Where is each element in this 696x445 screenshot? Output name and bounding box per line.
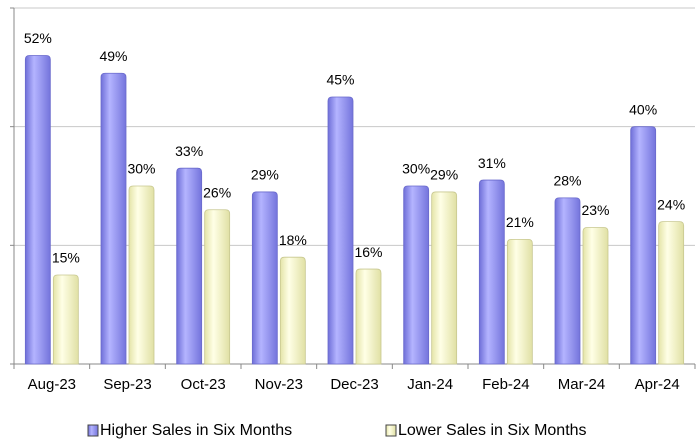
data-label: 24%: [657, 196, 685, 212]
bar: [478, 179, 505, 365]
x-tick-label: Mar-24: [558, 376, 606, 393]
x-tick-label: Feb-24: [482, 376, 530, 393]
bar: [251, 191, 278, 365]
data-label: 40%: [629, 101, 657, 117]
bar: [327, 96, 354, 365]
data-label: 16%: [354, 244, 382, 260]
data-label: 31%: [478, 155, 506, 171]
data-label: 26%: [203, 184, 231, 200]
bar: [128, 185, 155, 365]
bar: [658, 221, 685, 365]
bar: [24, 55, 51, 365]
bar: [582, 227, 609, 365]
x-tick-label: Sep-23: [103, 376, 151, 393]
data-label: 45%: [326, 72, 354, 88]
bar: [431, 191, 458, 365]
bar: [554, 197, 581, 365]
bar: [279, 256, 306, 365]
bar: [100, 72, 127, 365]
bar: [506, 239, 533, 365]
data-label: 15%: [52, 250, 80, 266]
legend-label: Lower Sales in Six Months: [398, 422, 587, 439]
data-label: 29%: [251, 167, 279, 183]
data-label: 30%: [127, 161, 155, 177]
bar: [355, 268, 382, 365]
x-tick-label: Aug-23: [28, 376, 76, 393]
data-label: 30%: [402, 161, 430, 177]
x-tick-label: Nov-23: [255, 376, 303, 393]
legend-swatch: [385, 424, 397, 437]
x-tick-label: Oct-23: [181, 376, 226, 393]
x-tick-label: Jan-24: [407, 376, 453, 393]
x-tick-label: Apr-24: [635, 376, 680, 393]
data-label: 21%: [506, 214, 534, 230]
legend-label: Higher Sales in Six Months: [100, 422, 292, 439]
bar: [52, 274, 79, 365]
data-label: 28%: [553, 173, 581, 189]
data-label: 49%: [99, 48, 127, 64]
data-label: 33%: [175, 143, 203, 159]
bar: [403, 185, 430, 365]
bar: [176, 167, 203, 365]
data-label: 29%: [430, 167, 458, 183]
data-label: 52%: [24, 30, 52, 46]
bar: [204, 209, 231, 365]
legend-swatch: [87, 424, 99, 437]
x-tick-label: Dec-23: [330, 376, 378, 393]
bar: [630, 126, 657, 365]
data-label: 23%: [581, 202, 609, 218]
data-label: 18%: [279, 232, 307, 248]
